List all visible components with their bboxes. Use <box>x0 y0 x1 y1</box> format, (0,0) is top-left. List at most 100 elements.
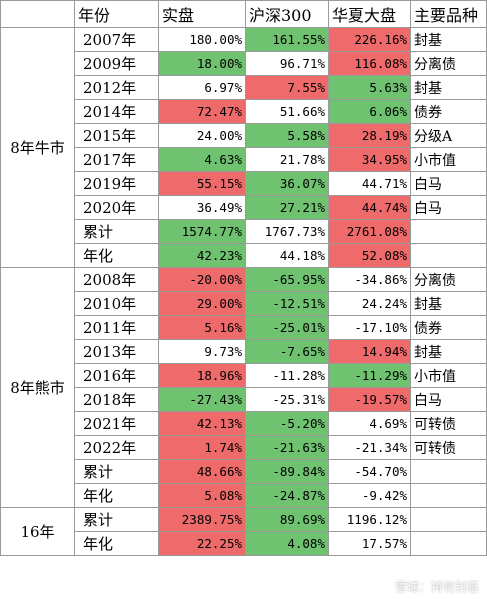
hs300-return-cell: 21.78% <box>245 147 329 172</box>
variety-cell: 封基 <box>410 339 487 364</box>
real-return-cell: 29.00% <box>158 291 246 316</box>
year-cell: 累计 <box>74 459 159 484</box>
variety-cell: 封基 <box>410 27 487 52</box>
year-cell: 2019年 <box>74 171 159 196</box>
table-row: 2011年 5.16% -25.01% -17.10% 债券 <box>1 315 487 340</box>
variety-cell: 分级A <box>410 123 487 148</box>
real-return-cell: 36.49% <box>158 195 246 220</box>
variety-cell: 小市值 <box>410 363 487 388</box>
year-cell: 2007年 <box>74 27 159 52</box>
year-cell: 2016年 <box>74 363 159 388</box>
year-cell: 2021年 <box>74 411 159 436</box>
table-row: 2018年 -27.43% -25.31% -19.57% 白马 <box>1 387 487 412</box>
returns-table: 年份 实盘 沪深300 华夏大盘 主要品种 8年牛市 2007年 180.00% 16… <box>0 0 487 556</box>
table-row: 累计 1574.77% 1767.73% 2761.08% <box>1 219 487 244</box>
year-cell: 2022年 <box>74 435 159 460</box>
huaxia-return-cell: 226.16% <box>328 27 411 52</box>
hs300-return-cell: -89.84% <box>245 459 329 484</box>
hs300-return-cell: 51.66% <box>245 99 329 124</box>
year-cell: 年化 <box>74 483 159 508</box>
watermark-text: 雪球：持有封基 <box>394 580 479 594</box>
real-return-cell: 72.47% <box>158 99 246 124</box>
year-cell: 2012年 <box>74 75 159 100</box>
variety-cell: 封基 <box>410 291 487 316</box>
real-return-cell: 22.25% <box>158 531 246 556</box>
variety-cell: 白马 <box>410 195 487 220</box>
huaxia-return-cell: 2761.08% <box>328 219 411 244</box>
huaxia-return-cell: 116.08% <box>328 51 411 76</box>
real-return-cell: 2389.75% <box>158 507 246 532</box>
watermark: 雪球：持有封基 <box>374 578 479 595</box>
table-row: 8年熊市 2008年 -20.00% -65.95% -34.86% 分离债 <box>0 267 487 508</box>
variety-cell <box>410 507 487 532</box>
variety-cell <box>410 459 487 484</box>
huaxia-return-cell: 28.19% <box>328 123 411 148</box>
hs300-return-cell: 161.55% <box>245 27 329 52</box>
hs300-return-cell: -11.28% <box>245 363 329 388</box>
real-return-cell: 180.00% <box>158 27 246 52</box>
table-row: 2021年 42.13% -5.20% 4.69% 可转债 <box>1 411 487 436</box>
real-return-cell: 18.96% <box>158 363 246 388</box>
hs300-return-cell: 4.08% <box>245 531 329 556</box>
table-row: 年化 22.25% 4.08% 17.57% <box>1 531 487 556</box>
hs300-return-cell: -21.63% <box>245 435 329 460</box>
hs300-return-cell: 7.55% <box>245 75 329 100</box>
year-cell: 2009年 <box>74 51 159 76</box>
huaxia-return-cell: -11.29% <box>328 363 411 388</box>
table-row: 8年牛市 2007年 180.00% 161.55% 226.16% 封基 <box>0 27 487 268</box>
real-return-cell: 1.74% <box>158 435 246 460</box>
hs300-return-cell: 1767.73% <box>245 219 329 244</box>
huaxia-return-cell: 44.74% <box>328 195 411 220</box>
real-return-cell: 42.13% <box>158 411 246 436</box>
variety-cell: 可转债 <box>410 411 487 436</box>
hs300-return-cell: -12.51% <box>245 291 329 316</box>
real-return-cell: 48.66% <box>158 459 246 484</box>
header-variety: 主要品种 <box>410 0 487 28</box>
real-return-cell: 42.23% <box>158 243 246 268</box>
year-cell: 累计 <box>74 219 159 244</box>
header-year: 年份 <box>74 0 159 28</box>
variety-cell <box>410 483 487 508</box>
hs300-return-cell: -24.87% <box>245 483 329 508</box>
variety-cell: 白马 <box>410 387 487 412</box>
variety-cell: 分离债 <box>410 267 487 292</box>
huaxia-return-cell: -54.70% <box>328 459 411 484</box>
snowball-logo-icon <box>374 579 391 594</box>
header-row: 年份 实盘 沪深300 华夏大盘 主要品种 <box>0 0 487 28</box>
group-label: 8年熊市 <box>0 267 75 508</box>
variety-cell <box>410 219 487 244</box>
huaxia-return-cell: -19.57% <box>328 387 411 412</box>
real-return-cell: 24.00% <box>158 123 246 148</box>
hs300-return-cell: 27.21% <box>245 195 329 220</box>
real-return-cell: 5.08% <box>158 483 246 508</box>
huaxia-return-cell: -9.42% <box>328 483 411 508</box>
header-corner <box>0 0 75 28</box>
table-row: 2009年 18.00% 96.71% 116.08% 分离债 <box>1 51 487 76</box>
year-cell: 2011年 <box>74 315 159 340</box>
table-row: 16年 累计 2389.75% 89.69% 1196.12% <box>0 507 487 556</box>
hs300-return-cell: 96.71% <box>245 51 329 76</box>
real-return-cell: -20.00% <box>158 267 246 292</box>
huaxia-return-cell: 14.94% <box>328 339 411 364</box>
table-row: 2012年 6.97% 7.55% 5.63% 封基 <box>1 75 487 100</box>
variety-cell <box>410 243 487 268</box>
hs300-return-cell: -5.20% <box>245 411 329 436</box>
huaxia-return-cell: 4.69% <box>328 411 411 436</box>
huaxia-return-cell: -34.86% <box>328 267 411 292</box>
table-row: 2016年 18.96% -11.28% -11.29% 小市值 <box>1 363 487 388</box>
table-row: 2010年 29.00% -12.51% 24.24% 封基 <box>1 291 487 316</box>
year-cell: 累计 <box>74 507 159 532</box>
year-cell: 2015年 <box>74 123 159 148</box>
real-return-cell: 5.16% <box>158 315 246 340</box>
year-cell: 2020年 <box>74 195 159 220</box>
variety-cell: 分离债 <box>410 51 487 76</box>
huaxia-return-cell: 34.95% <box>328 147 411 172</box>
year-cell: 年化 <box>74 243 159 268</box>
table-row: 2017年 4.63% 21.78% 34.95% 小市值 <box>1 147 487 172</box>
header-real: 实盘 <box>158 0 246 28</box>
huaxia-return-cell: -17.10% <box>328 315 411 340</box>
real-return-cell: 6.97% <box>158 75 246 100</box>
hs300-return-cell: -7.65% <box>245 339 329 364</box>
table-row: 2022年 1.74% -21.63% -21.34% 可转债 <box>1 435 487 460</box>
year-cell: 2014年 <box>74 99 159 124</box>
